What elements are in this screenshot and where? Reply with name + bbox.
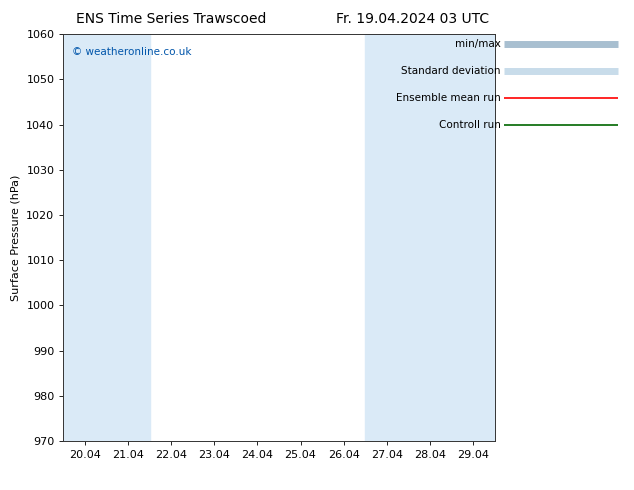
Y-axis label: Surface Pressure (hPa): Surface Pressure (hPa) [11,174,21,301]
Text: © weatheronline.co.uk: © weatheronline.co.uk [72,47,191,56]
Bar [451,34,495,441]
Bar [63,34,150,441]
Text: min/max: min/max [455,39,501,49]
Text: Ensemble mean run: Ensemble mean run [396,93,501,103]
Text: Standard deviation: Standard deviation [401,66,501,76]
Bar [365,34,451,441]
Text: ENS Time Series Trawscoed: ENS Time Series Trawscoed [76,12,266,26]
Text: Fr. 19.04.2024 03 UTC: Fr. 19.04.2024 03 UTC [335,12,489,26]
Text: Controll run: Controll run [439,120,501,130]
